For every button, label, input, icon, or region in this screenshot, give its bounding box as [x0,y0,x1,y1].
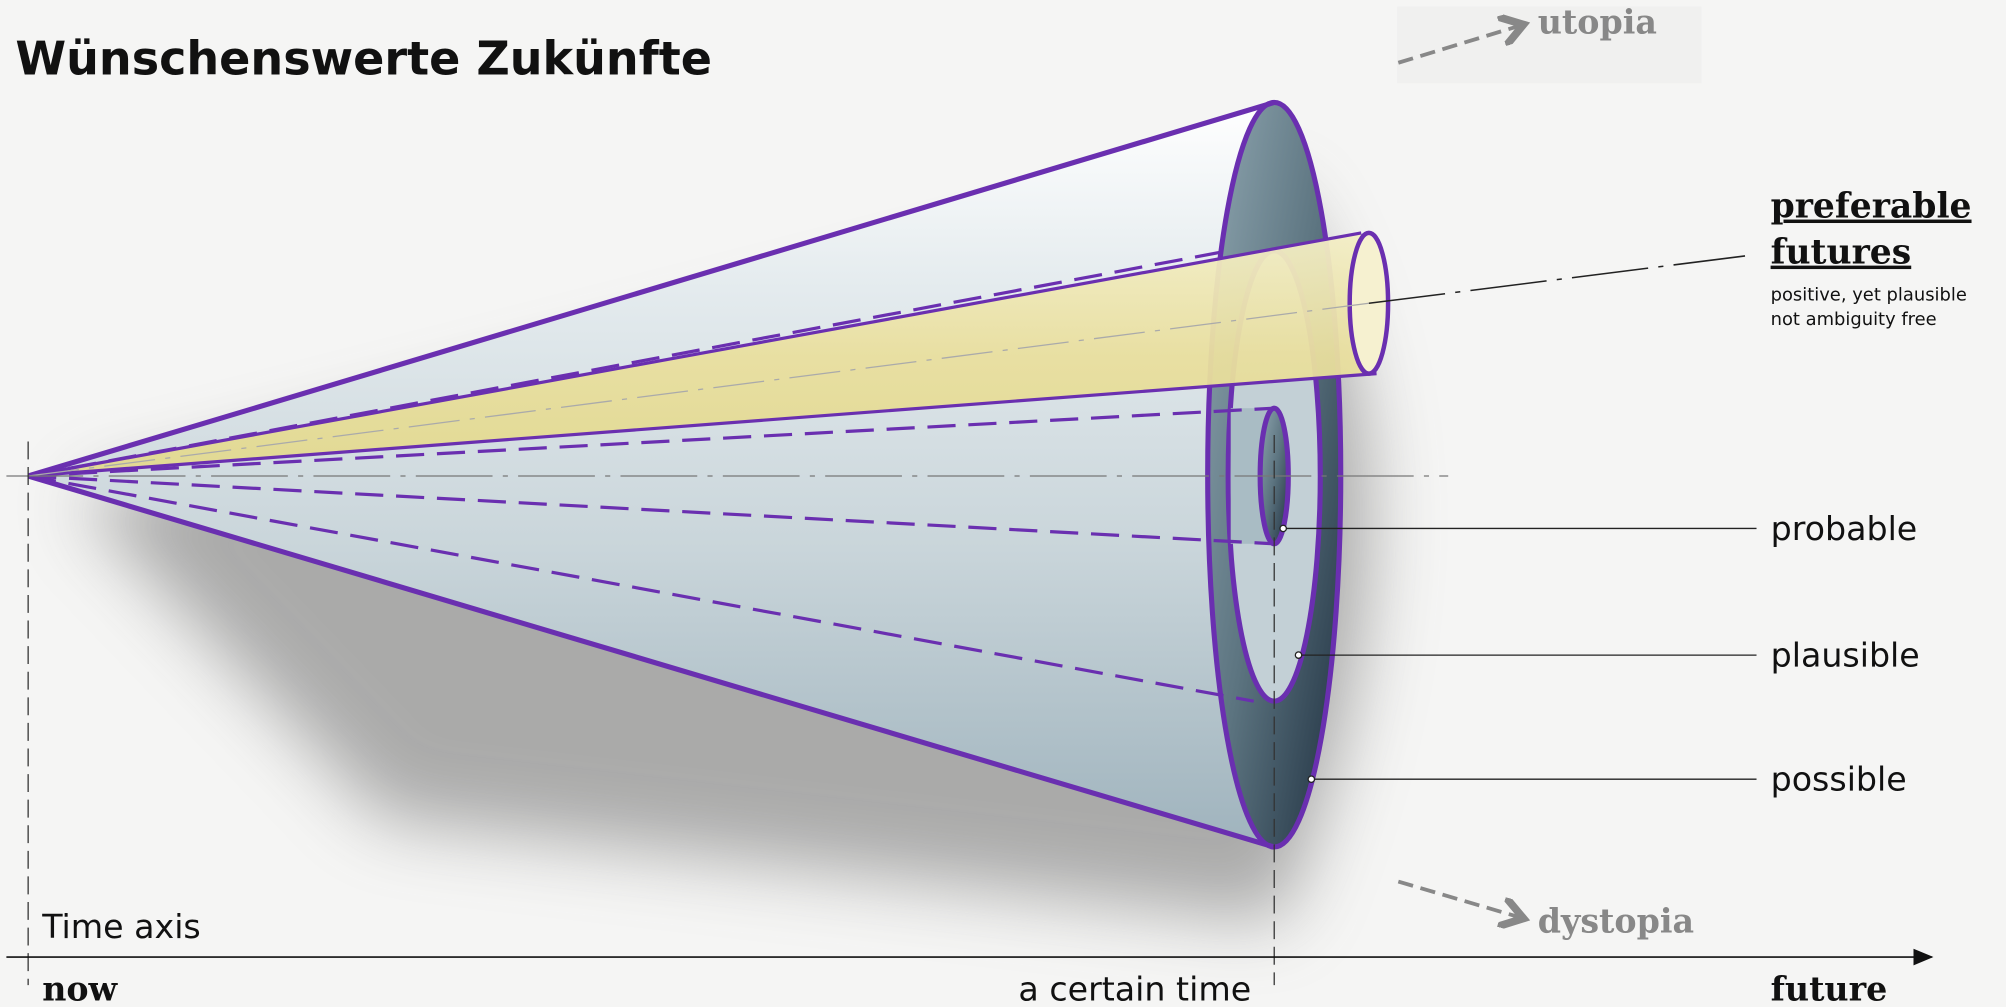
axis-start: now [42,970,118,1007]
dystopia-label: dystopia [1538,902,1694,941]
preferable-note: positive, yet plausible [1771,285,1967,306]
title: Wünschenswerte Zukünfte [15,31,712,85]
axis-title: Time axis [41,907,201,946]
leader-dot [1295,652,1301,658]
preferable-note: not ambiguity free [1771,309,1937,330]
cone-label: possible [1771,760,1907,799]
diagram: Wünschenswerte Zukünfte utopia dystopia … [0,0,2006,1007]
dystopia-arrow [1398,882,1520,918]
leader-dot [1280,525,1286,531]
preferable-title: futures [1771,233,1912,273]
axis-end: future [1771,970,1888,1007]
utopia-label: utopia [1538,2,1657,41]
leader [1369,256,1745,303]
cone-label: plausible [1771,636,1920,675]
leader-dot [1308,776,1314,782]
cone-label: probable [1771,509,1918,548]
preferable-title: preferable [1771,187,1972,227]
axis-mid: a certain time [1018,970,1251,1007]
page: {"header": {"title": "Wünschenswerte Zuk… [0,0,2006,1007]
